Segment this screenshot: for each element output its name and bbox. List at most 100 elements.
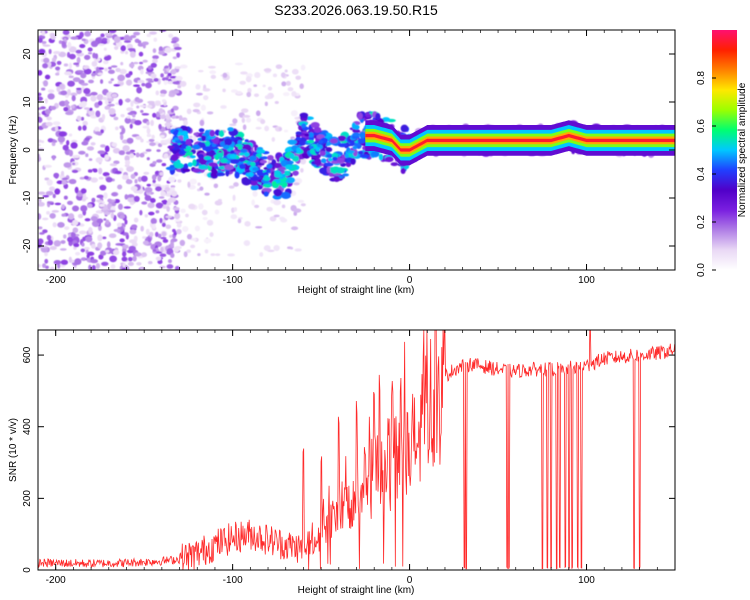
spectrogram-blob bbox=[262, 176, 271, 181]
spectrogram-blob bbox=[83, 107, 90, 110]
spectrogram-blob bbox=[76, 115, 82, 121]
spectrogram-blob bbox=[71, 205, 80, 212]
spectrogram-blob bbox=[352, 149, 358, 157]
spectrogram-blob bbox=[285, 80, 291, 86]
spectrogram-blob bbox=[130, 224, 138, 229]
spectrogram-blob bbox=[119, 238, 125, 243]
spectrogram-blob bbox=[238, 157, 246, 162]
spectrogram-blob bbox=[352, 129, 361, 134]
spectrogram-blob bbox=[85, 236, 93, 243]
spectrogram-blob bbox=[116, 222, 122, 228]
spectrogram-blob bbox=[171, 190, 178, 197]
spectrogram-blob bbox=[100, 79, 104, 84]
spectrogram-blob bbox=[267, 154, 274, 161]
colorbar-gradient bbox=[712, 30, 737, 270]
spectrogram-blob bbox=[117, 74, 126, 82]
spectrogram-blob bbox=[267, 93, 271, 100]
spectrogram-blob bbox=[38, 92, 42, 97]
spectrogram-blob bbox=[104, 67, 108, 72]
spectrogram-blob bbox=[46, 234, 52, 241]
spectrogram-blob bbox=[79, 44, 86, 49]
spectrogram-blob bbox=[91, 197, 96, 203]
spectrogram-blob bbox=[83, 87, 91, 95]
spectrogram-blob bbox=[219, 141, 225, 147]
spectrogram-blob bbox=[168, 197, 177, 203]
spectrogram-blob bbox=[133, 217, 139, 223]
spectrogram-blob bbox=[195, 92, 203, 96]
spectrogram-blob bbox=[202, 216, 208, 221]
spectrogram-blob bbox=[134, 179, 138, 184]
spectrogram-blob bbox=[160, 73, 164, 78]
spectrogram-blob bbox=[179, 140, 186, 144]
spectrogram-blob bbox=[63, 106, 69, 112]
spectrogram-blob bbox=[80, 205, 88, 212]
spectrogram-blob bbox=[124, 219, 128, 225]
spectrogram-blob bbox=[133, 235, 138, 242]
spectrogram-blob bbox=[129, 229, 137, 235]
spectrogram-blob bbox=[127, 112, 134, 116]
spectrogram-blob bbox=[103, 47, 107, 51]
spectrogram-blob bbox=[81, 100, 87, 107]
spectrogram-blob bbox=[205, 140, 211, 146]
spectrogram-blob bbox=[172, 81, 180, 85]
spectrogram-blob bbox=[179, 239, 186, 247]
spectrogram-blob bbox=[38, 107, 43, 111]
spectrogram-blob bbox=[278, 127, 282, 131]
spectrogram-blob bbox=[264, 101, 268, 107]
spectrogram-blob bbox=[150, 197, 156, 203]
spectrogram-blob bbox=[75, 251, 81, 256]
spectrogram-blob bbox=[68, 46, 77, 53]
spectrogram-blob bbox=[97, 234, 103, 242]
spectrogram-blob bbox=[60, 259, 69, 266]
spectrogram-blob bbox=[183, 251, 188, 258]
spectrogram-y-label: Frequency (Hz) bbox=[8, 116, 19, 185]
spectrogram-blob bbox=[174, 212, 181, 220]
spectrogram-blob bbox=[255, 126, 262, 130]
spectrogram-blob bbox=[121, 174, 129, 180]
spectrogram-blob bbox=[263, 191, 269, 197]
spectrogram-blob bbox=[400, 124, 409, 133]
spectrogram-blob bbox=[38, 112, 41, 117]
spectrogram-blob bbox=[44, 74, 51, 80]
spectrogram-blob bbox=[266, 163, 273, 169]
spectrogram-blob bbox=[83, 175, 89, 180]
spectrogram-blob bbox=[187, 181, 191, 188]
spectrogram-blob bbox=[191, 144, 201, 150]
spectrogram-blob bbox=[329, 138, 338, 144]
spectrogram-blob bbox=[223, 144, 230, 150]
spectrogram-blob bbox=[130, 173, 136, 179]
spectrogram-blob bbox=[70, 104, 75, 109]
spectrogram-blob bbox=[63, 195, 68, 200]
spectrogram-blob bbox=[164, 186, 171, 192]
spectrogram-blob bbox=[193, 102, 201, 108]
spectrogram-blob bbox=[124, 98, 131, 103]
spectrogram-blob bbox=[100, 250, 107, 256]
spectrogram-blob bbox=[127, 261, 134, 267]
spectrogram-blob bbox=[141, 113, 150, 116]
spectrogram-blob bbox=[89, 107, 93, 112]
spectrogram-blob bbox=[274, 173, 281, 178]
spectrogram-blob bbox=[176, 222, 182, 228]
spectrogram-blob bbox=[180, 208, 186, 213]
spectrogram-blob bbox=[97, 242, 103, 249]
spectrogram-blob bbox=[344, 153, 349, 159]
spectrogram-blob bbox=[41, 30, 46, 36]
spectrogram-blob bbox=[71, 95, 76, 102]
spectrogram-blob bbox=[162, 238, 169, 243]
spectrogram-blob bbox=[255, 153, 263, 158]
spectrogram-blob bbox=[54, 188, 61, 195]
spectrogram-blob bbox=[82, 236, 87, 242]
spectrogram-blob bbox=[198, 69, 204, 73]
spectrogram-blob bbox=[129, 34, 137, 39]
spectrogram-blob bbox=[49, 186, 55, 192]
spectrogram-blob bbox=[112, 249, 120, 256]
spectrogram-y-tick-label: 0 bbox=[22, 147, 33, 153]
spectrogram-blob bbox=[238, 163, 246, 170]
spectrogram-blob bbox=[75, 49, 82, 54]
spectrogram-blob bbox=[142, 236, 147, 239]
spectrogram-blob bbox=[61, 180, 67, 186]
colorbar-label: Normalized spectral amplitude bbox=[737, 82, 748, 217]
spectrogram-blob bbox=[68, 149, 74, 157]
spectrogram-blob bbox=[318, 140, 324, 144]
spectrogram-blob bbox=[76, 87, 82, 91]
